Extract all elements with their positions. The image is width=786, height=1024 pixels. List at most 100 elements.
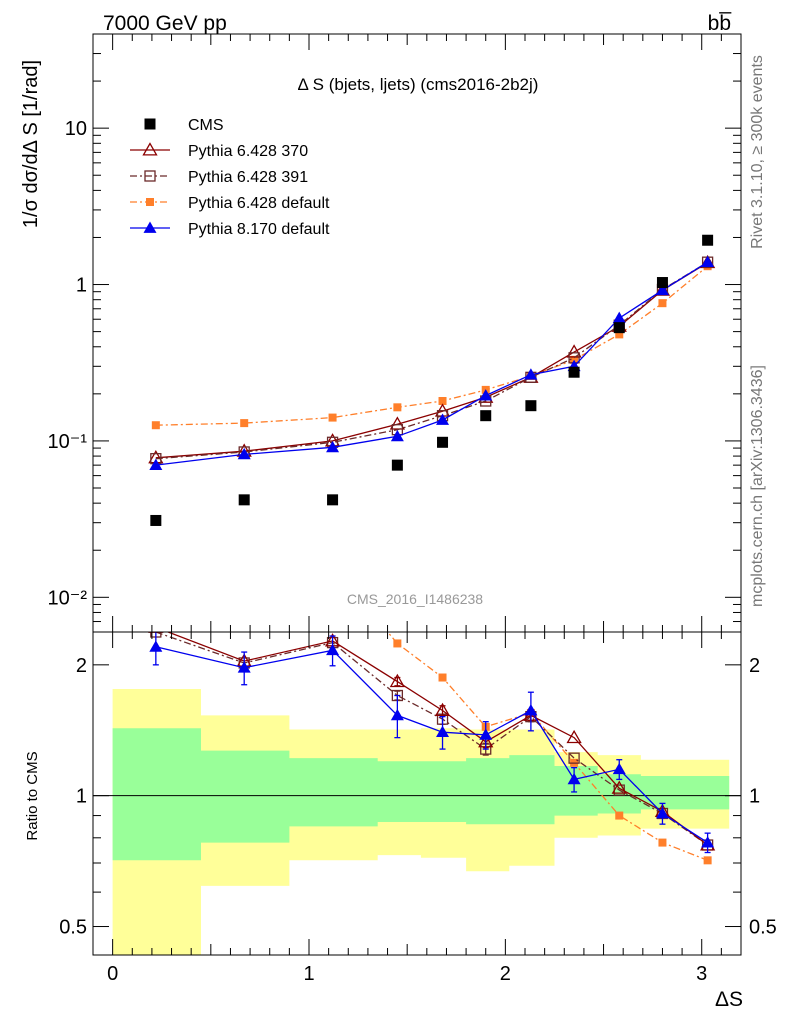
y-tick-label-main: 10 bbox=[65, 118, 87, 140]
legend-label-pythia6_391: Pythia 6.428 391 bbox=[188, 169, 308, 186]
ratio-series-pythia8_default bbox=[149, 632, 715, 854]
point-cms bbox=[702, 234, 714, 246]
axes: 10⁻² 10⁻¹ 1 10 0.5 0.5 1 1 2 2 0 1 2 3 bbox=[48, 33, 777, 985]
point-pythia6_default bbox=[393, 403, 402, 412]
rivet-label: Rivet 3.1.10, ≥ 300k events bbox=[749, 55, 766, 249]
point-cms bbox=[525, 400, 537, 412]
y-tick-label-ratio-right: 2 bbox=[749, 655, 760, 677]
point-cms bbox=[391, 459, 403, 471]
legend-entry-pythia6_370: Pythia 6.428 370 bbox=[130, 142, 308, 160]
point-pythia6_default bbox=[240, 419, 249, 428]
point-pythia8_default bbox=[436, 413, 450, 425]
x-tick-label: 1 bbox=[303, 963, 314, 985]
series-line-pythia6_391 bbox=[155, 261, 708, 460]
legend-entry-pythia8_default: Pythia 8.170 default bbox=[130, 221, 330, 238]
point-pythia6_default bbox=[658, 299, 667, 308]
ratio-point-pythia6_default bbox=[615, 811, 624, 820]
y-tick-label-ratio-left: 0.5 bbox=[59, 917, 87, 939]
point-pythia8_default bbox=[390, 429, 404, 442]
legend-label-pythia8_default: Pythia 8.170 default bbox=[188, 221, 330, 238]
main-plot-data bbox=[148, 234, 716, 526]
ratio-point-pythia6_391 bbox=[568, 752, 580, 764]
y-tick-label-main: 1 bbox=[76, 275, 87, 297]
ratio-point-pythia8_default bbox=[567, 772, 581, 785]
point-pythia6_default bbox=[615, 330, 624, 339]
ratio-point-pythia8_default bbox=[612, 762, 626, 775]
point-pythia8_default bbox=[524, 368, 538, 380]
legend-label-cms: CMS bbox=[188, 117, 224, 134]
point-pythia6_370 bbox=[566, 344, 582, 358]
ratio-point-pythia8_default bbox=[655, 806, 669, 819]
bottom-y-axis-label: Ratio to CMS bbox=[24, 751, 41, 840]
uncertainty-band-inner bbox=[112, 728, 730, 861]
ratio-point-pythia6_default bbox=[393, 639, 402, 648]
series-pythia6_370 bbox=[148, 254, 716, 464]
point-cms bbox=[327, 494, 339, 506]
point-cms bbox=[613, 322, 625, 334]
ratio-point-pythia6_default bbox=[152, 525, 160, 533]
x-tick-label: 2 bbox=[500, 963, 511, 985]
point-cms bbox=[480, 410, 492, 422]
point-cms bbox=[437, 436, 449, 448]
legend-entry-cms: CMS bbox=[144, 117, 224, 134]
y-tick-label-ratio-left: 2 bbox=[76, 655, 87, 677]
legend: CMS Pythia 6.428 370 Pythia 6.428 391 Pythi… bbox=[130, 117, 330, 238]
series-line-pythia6_370 bbox=[155, 262, 708, 459]
legend-label-pythia6_default: Pythia 6.428 default bbox=[188, 195, 330, 212]
ratio-point-pythia6_370 bbox=[611, 780, 627, 794]
ratio-point-pythia6_370 bbox=[566, 729, 582, 744]
point-pythia8_default bbox=[326, 440, 340, 453]
y-tick-label-ratio-right: 1 bbox=[749, 786, 760, 808]
series-pythia6_default bbox=[151, 262, 712, 430]
ratio-point-pythia8_default bbox=[149, 640, 163, 652]
main-plot-panel: Δ S (bjets, ljets) (cms2016-2b2j) CMS_20… bbox=[130, 75, 716, 607]
series-pythia6_391 bbox=[150, 256, 714, 465]
mcplots-label: mcplots.cern.ch [arXiv:1306.3436] bbox=[749, 365, 766, 607]
point-pythia8_default bbox=[149, 458, 163, 471]
ratio-point-pythia6_default bbox=[658, 838, 667, 847]
legend-marker-pythia6_default bbox=[146, 198, 154, 206]
point-pythia8_default bbox=[655, 283, 669, 296]
ratio-point-pythia8_default bbox=[237, 661, 251, 673]
series-line-pythia8_default bbox=[155, 261, 708, 466]
legend-marker-cms bbox=[144, 118, 156, 130]
ratio-plot-frame bbox=[92, 631, 742, 956]
legend-marker-pythia6_391 bbox=[144, 170, 156, 182]
ratio-point-pythia6_default bbox=[240, 578, 248, 586]
legend-marker-pythia8_default bbox=[143, 221, 157, 233]
y-tick-label-main: 10⁻² bbox=[48, 587, 88, 609]
analysis-watermark: CMS_2016_I1486238 bbox=[347, 591, 483, 607]
point-pythia6_default bbox=[328, 413, 337, 422]
y-tick-label-ratio-right: 0.5 bbox=[749, 917, 777, 939]
plot-title: Δ S (bjets, ljets) (cms2016-2b2j) bbox=[298, 75, 539, 94]
y-tick-label-main: 10⁻¹ bbox=[48, 431, 88, 453]
legend-label-pythia6_370: Pythia 6.428 370 bbox=[188, 143, 308, 160]
point-pythia8_default bbox=[479, 389, 493, 401]
ratio-point-pythia8_default bbox=[479, 728, 493, 740]
ratio-point-pythia8_default bbox=[390, 708, 404, 721]
point-cms bbox=[656, 277, 668, 289]
ratio-plot-panel bbox=[93, 525, 741, 955]
series-cms bbox=[150, 234, 714, 526]
point-cms bbox=[150, 514, 162, 526]
energy-label: 7000 GeV pp bbox=[103, 12, 227, 35]
ratio-plot-data bbox=[93, 525, 741, 955]
ratio-point-pythia8_default bbox=[524, 704, 538, 716]
ratio-point-pythia6_default bbox=[703, 856, 712, 865]
legend-entry-pythia6_391: Pythia 6.428 391 bbox=[130, 169, 308, 186]
y-tick-label-ratio-left: 1 bbox=[76, 786, 87, 808]
ratio-point-pythia6_370 bbox=[434, 702, 451, 717]
series-pythia8_default bbox=[149, 255, 715, 471]
process-label: bb̅ bbox=[708, 12, 733, 35]
ratio-point-pythia8_default bbox=[701, 836, 715, 848]
x-tick-label: 3 bbox=[696, 963, 707, 985]
point-cms bbox=[568, 366, 580, 378]
point-cms bbox=[238, 494, 250, 506]
point-pythia8_default bbox=[612, 311, 626, 323]
ratio-point-pythia8_default bbox=[326, 643, 340, 656]
point-pythia6_default bbox=[151, 421, 160, 430]
ratio-point-pythia6_370 bbox=[148, 632, 164, 633]
ratio-point-pythia6_default bbox=[329, 563, 337, 571]
series-line-pythia6_default bbox=[155, 265, 709, 426]
